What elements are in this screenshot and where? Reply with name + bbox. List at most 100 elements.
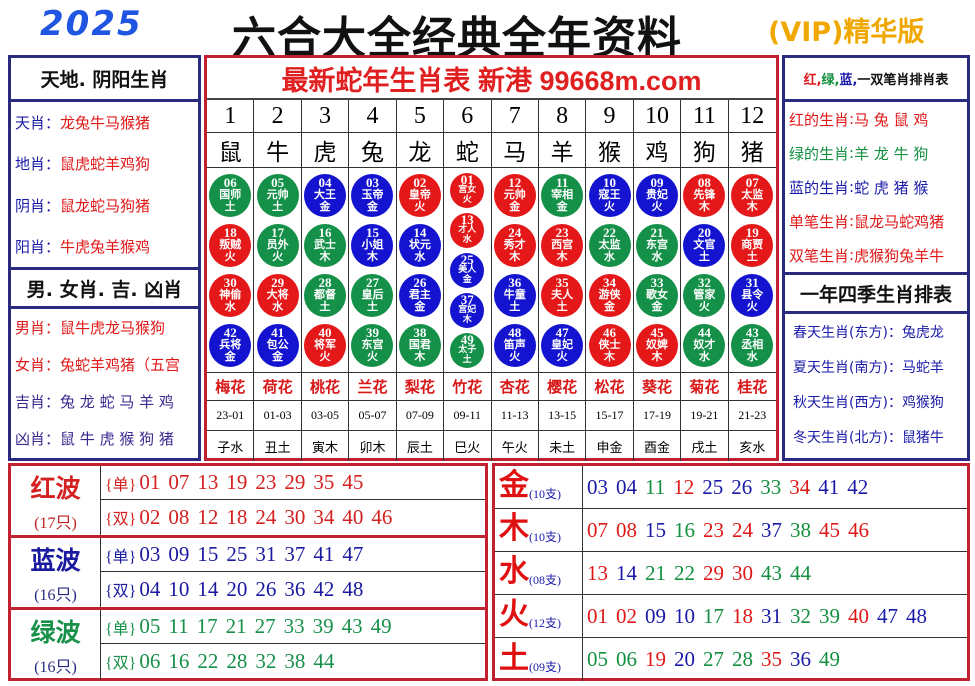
branch-cell: 辰土 — [397, 431, 445, 461]
ball-number: 16 — [318, 225, 332, 240]
element-name: 火 — [499, 597, 529, 632]
ball-element: 火 — [319, 350, 331, 363]
wave-number: 05 — [139, 614, 161, 638]
row-label: 吉肖 — [15, 393, 46, 411]
element-number: 35 — [761, 647, 782, 671]
ball-number: 22 — [603, 225, 617, 240]
ball-title: 将军 — [314, 338, 337, 351]
row-label: 春天生肖(东方) — [793, 324, 888, 341]
row-label: 阴肖 — [15, 196, 46, 215]
element-number: 04 — [616, 474, 637, 499]
number-cell: 10 — [634, 100, 682, 132]
ball-column: 10 寇王火 22 太监水 34 游侠金 46 侠士木 — [586, 168, 634, 372]
wave-number: 41 — [313, 542, 335, 566]
flower-cell: 梅花 — [207, 373, 255, 400]
row-colon: ： — [887, 429, 902, 446]
wave-number: 44 — [313, 648, 335, 673]
element-row: 火 (12支) 01 02 09 10 17 18 31 32 39 40 47 48 — [495, 595, 967, 638]
ball-element: 水 — [604, 250, 616, 263]
element-number: 23 — [703, 517, 724, 542]
row-value: 鼠牛虎龙马猴狗 — [60, 319, 166, 337]
ball-element: 木 — [651, 350, 663, 363]
ball-element: 水 — [462, 235, 472, 245]
number-cell: 8 — [539, 100, 587, 132]
element-count: (10支) — [529, 487, 561, 501]
element-number: 03 — [587, 474, 608, 499]
row-value: 鼠虎蛇羊鸡狗 — [60, 155, 151, 174]
ball-number: 07 — [745, 175, 759, 190]
wave-count: (16只) — [34, 659, 77, 676]
ball-number: 13 — [460, 212, 474, 227]
row-value: 羊 龙 牛 狗 — [854, 144, 929, 163]
time-cell: 05-07 — [349, 401, 397, 430]
row-label: 男肖 — [15, 319, 46, 337]
ball-element: 金 — [509, 200, 521, 213]
ball-01: 01 宫女火 — [450, 172, 485, 208]
right-row: 单笔生肖: 鼠龙马蛇鸡猪 — [785, 211, 967, 232]
wave-number: 17 — [196, 614, 218, 638]
ball-element: 土 — [319, 300, 331, 313]
ball-number: 21 — [650, 225, 664, 240]
ball-column: 11 宰相金 23 西宫木 35 夫人土 47 皇妃火 — [539, 168, 587, 372]
flower-cell: 兰花 — [349, 373, 397, 400]
element-number: 46 — [848, 517, 869, 542]
ball-title: 状元 — [408, 238, 431, 251]
time-row: 23-01 01-03 03-05 05-07 07-09 09-11 11-13 13-15… — [207, 401, 776, 431]
ball-number: 04 — [318, 175, 332, 190]
row-value: 鸡猴狗 — [901, 394, 944, 411]
wave-number: 01 — [139, 470, 161, 494]
ball-number: 09 — [650, 175, 664, 190]
flower-cell: 桃花 — [302, 373, 350, 400]
row-colon: : — [849, 110, 855, 128]
branch-cell: 申金 — [586, 431, 634, 461]
wave-row-even: {双} 02 08 12 18 24 30 34 40 46 — [101, 500, 485, 534]
wave-number: 42 — [313, 576, 335, 601]
number-row: 1 2 3 4 5 6 7 8 9 10 11 12 — [207, 100, 776, 133]
ball-30: 30 神偷水 — [209, 273, 252, 317]
ball-element: 土 — [462, 355, 472, 365]
zodiac-cell: 牛 — [254, 133, 302, 167]
ball-title: 寇王 — [598, 188, 621, 201]
ball-title: 太监 — [741, 188, 764, 201]
ball-number: 38 — [413, 325, 427, 340]
ball-33: 33 歌女金 — [635, 273, 678, 317]
element-number: 30 — [732, 560, 753, 585]
ball-element: 火 — [414, 200, 426, 213]
zodiac-cell: 蛇 — [444, 133, 492, 167]
wave-number: 09 — [168, 542, 190, 566]
ball-element: 土 — [366, 300, 378, 313]
ball-title: 员外 — [266, 238, 289, 251]
ball-number: 27 — [365, 275, 379, 290]
ball-15: 15 小姐木 — [351, 223, 394, 267]
element-number: 20 — [674, 647, 695, 671]
row-colon: ： — [45, 114, 61, 133]
ball-element: 金 — [272, 350, 284, 363]
row-label: 女肖 — [15, 356, 46, 374]
wave-number: 39 — [312, 614, 334, 638]
number-cell: 6 — [444, 100, 492, 132]
wave-number: 16 — [168, 648, 190, 673]
wave-numbers: {单} 05 11 17 21 27 33 39 43 49 {双} 06 16 22 28 32 38 44 — [101, 610, 485, 680]
element-number: 14 — [616, 560, 637, 585]
ball-title: 都督 — [314, 288, 337, 301]
left-head-1: 天地. 阴阳生肖 — [11, 58, 198, 102]
right-row: 绿的生肖: 羊 龙 牛 狗 — [785, 143, 967, 164]
ball-title: 奴才 — [693, 338, 716, 351]
wave-number: 28 — [226, 648, 248, 673]
element-number: 41 — [818, 474, 840, 499]
parity-tag: {单} — [105, 476, 137, 494]
ball-column: 09 贵妃火 21 东宫水 33 歌女金 45 奴婢木 — [634, 168, 682, 372]
ball-number: 15 — [365, 225, 379, 240]
left-head-2: 男. 女肖. 吉. 凶肖 — [11, 267, 198, 309]
ball-title: 笛声 — [503, 338, 526, 351]
time-cell: 19-21 — [681, 401, 729, 430]
ball-42: 42 兵将金 — [209, 323, 252, 367]
zodiac-table: 最新蛇年生肖表 新港 99668m.com 1 2 3 4 5 6 7 8 9 10 11 12 鼠牛… — [204, 55, 779, 461]
right-row: 双笔生肖: 虎猴狗兔羊牛 — [785, 245, 967, 266]
time-cell: 09-11 — [444, 401, 492, 430]
flower-cell: 梨花 — [397, 373, 445, 400]
element-number: 18 — [732, 603, 753, 628]
row-colon: ： — [887, 324, 902, 341]
right-row: 蓝的生肖: 蛇 虎 猪 猴 — [785, 177, 967, 198]
left-row: 吉肖：兔 龙 蛇 马 羊 鸡 — [11, 391, 198, 412]
